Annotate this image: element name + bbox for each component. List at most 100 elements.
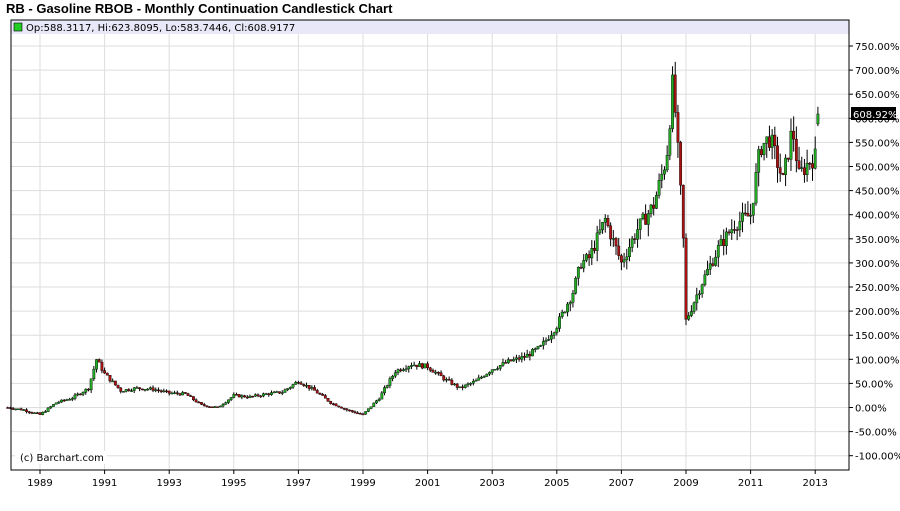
candle-body-down bbox=[165, 390, 168, 393]
candle-body-up bbox=[741, 212, 744, 222]
candle-body-up bbox=[738, 221, 742, 231]
candle-body-up bbox=[262, 393, 265, 397]
candle-body-down bbox=[315, 390, 319, 394]
candle-body-up bbox=[22, 409, 26, 411]
y-tick-label: 0.00% bbox=[855, 404, 887, 415]
candle-body-down bbox=[504, 362, 508, 364]
candle-body-down bbox=[803, 167, 806, 175]
y-tick-label: 350.00% bbox=[855, 235, 900, 246]
candle-body-down bbox=[302, 384, 306, 386]
candle-body-down bbox=[205, 405, 209, 407]
candle-body-down bbox=[768, 136, 771, 148]
candle-body-down bbox=[119, 387, 123, 392]
candle-body-up bbox=[649, 204, 653, 214]
candle-body-down bbox=[617, 245, 621, 256]
candle-body-up bbox=[689, 311, 693, 316]
candle-body-up bbox=[253, 394, 257, 397]
candle-body-up bbox=[590, 248, 594, 259]
candle-body-up bbox=[388, 378, 392, 386]
candle-body-down bbox=[415, 364, 419, 367]
candle-body-up bbox=[162, 390, 166, 393]
candle-body-up bbox=[372, 402, 376, 407]
credit-text: (c) Barchart.com bbox=[20, 453, 104, 464]
candle-body-down bbox=[811, 163, 814, 169]
candle-body-down bbox=[652, 204, 656, 209]
candle-body-up bbox=[496, 368, 499, 370]
candle-body-up bbox=[719, 239, 723, 246]
candle-body-up bbox=[541, 341, 545, 346]
candle-body-up bbox=[687, 315, 691, 320]
candle-body-down bbox=[157, 389, 160, 392]
candle-body-down bbox=[140, 388, 144, 391]
candle-body-up bbox=[380, 392, 384, 400]
candle-body-up bbox=[73, 394, 77, 399]
candle-body-up bbox=[657, 180, 661, 196]
candle-body-up bbox=[703, 274, 707, 286]
x-tick-label: 2001 bbox=[415, 478, 440, 489]
candle-body-down bbox=[331, 403, 335, 405]
candle-body-up bbox=[43, 411, 47, 413]
candle-body-down bbox=[633, 238, 637, 240]
y-tick-label: 50.00% bbox=[855, 379, 893, 390]
candle-body-down bbox=[759, 149, 763, 156]
candle-body-up bbox=[286, 388, 290, 391]
candle-body-up bbox=[482, 376, 486, 378]
candle-body-up bbox=[576, 266, 580, 279]
candle-body-up bbox=[471, 381, 475, 384]
candle-body-up bbox=[369, 406, 373, 409]
candle-body-up bbox=[81, 392, 85, 395]
candle-body-up bbox=[485, 373, 489, 377]
candle-body-up bbox=[68, 399, 72, 401]
candle-body-up bbox=[555, 328, 559, 334]
candle-body-down bbox=[342, 408, 346, 410]
candle-body-down bbox=[318, 393, 322, 395]
candle-body-up bbox=[520, 356, 524, 360]
candle-body-up bbox=[52, 404, 55, 407]
candle-body-down bbox=[113, 380, 117, 386]
candle-body-up bbox=[714, 256, 718, 266]
candle-body-up bbox=[749, 215, 753, 217]
candle-body-up bbox=[668, 128, 672, 156]
candle-body-up bbox=[111, 380, 115, 383]
candle-body-down bbox=[781, 173, 785, 175]
candle-body-up bbox=[603, 218, 607, 223]
candle-body-up bbox=[816, 113, 820, 125]
candle-body-up bbox=[181, 392, 185, 396]
candle-body-down bbox=[30, 412, 34, 414]
candle-body-down bbox=[159, 390, 163, 392]
candle-body-down bbox=[673, 74, 677, 113]
candle-body-down bbox=[151, 387, 155, 391]
candle-body-down bbox=[235, 394, 238, 396]
y-tick-label: 650.00% bbox=[855, 90, 900, 101]
candle-body-down bbox=[461, 386, 464, 388]
candle-body-up bbox=[638, 218, 642, 230]
y-tick-label: -50.00% bbox=[855, 428, 897, 439]
candle-body-up bbox=[434, 372, 438, 374]
y-tick-label: 550.00% bbox=[855, 138, 900, 149]
candle-body-up bbox=[595, 232, 599, 251]
candle-body-down bbox=[439, 372, 443, 377]
candle-body-up bbox=[366, 408, 370, 412]
candle-body-down bbox=[19, 408, 23, 411]
candle-body-up bbox=[784, 157, 787, 175]
candle-body-up bbox=[601, 222, 604, 231]
candle-body-down bbox=[733, 229, 736, 231]
last-value-background bbox=[851, 107, 896, 121]
candle-body-down bbox=[178, 393, 182, 396]
candle-body-down bbox=[237, 394, 241, 398]
candle-body-up bbox=[143, 389, 147, 391]
candle-body-down bbox=[681, 184, 685, 239]
candle-body-up bbox=[754, 172, 758, 204]
candle-body-down bbox=[614, 238, 618, 247]
candle-body-up bbox=[463, 384, 467, 388]
candle-body-down bbox=[735, 229, 739, 231]
candle-body-up bbox=[283, 389, 287, 393]
candle-body-down bbox=[353, 411, 357, 414]
candle-body-up bbox=[33, 412, 37, 414]
candle-body-down bbox=[100, 361, 104, 371]
candle-body-up bbox=[654, 195, 658, 209]
candle-body-down bbox=[202, 404, 206, 406]
candle-body-up bbox=[280, 392, 284, 394]
candle-body-down bbox=[11, 408, 15, 410]
candle-body-up bbox=[418, 363, 421, 367]
